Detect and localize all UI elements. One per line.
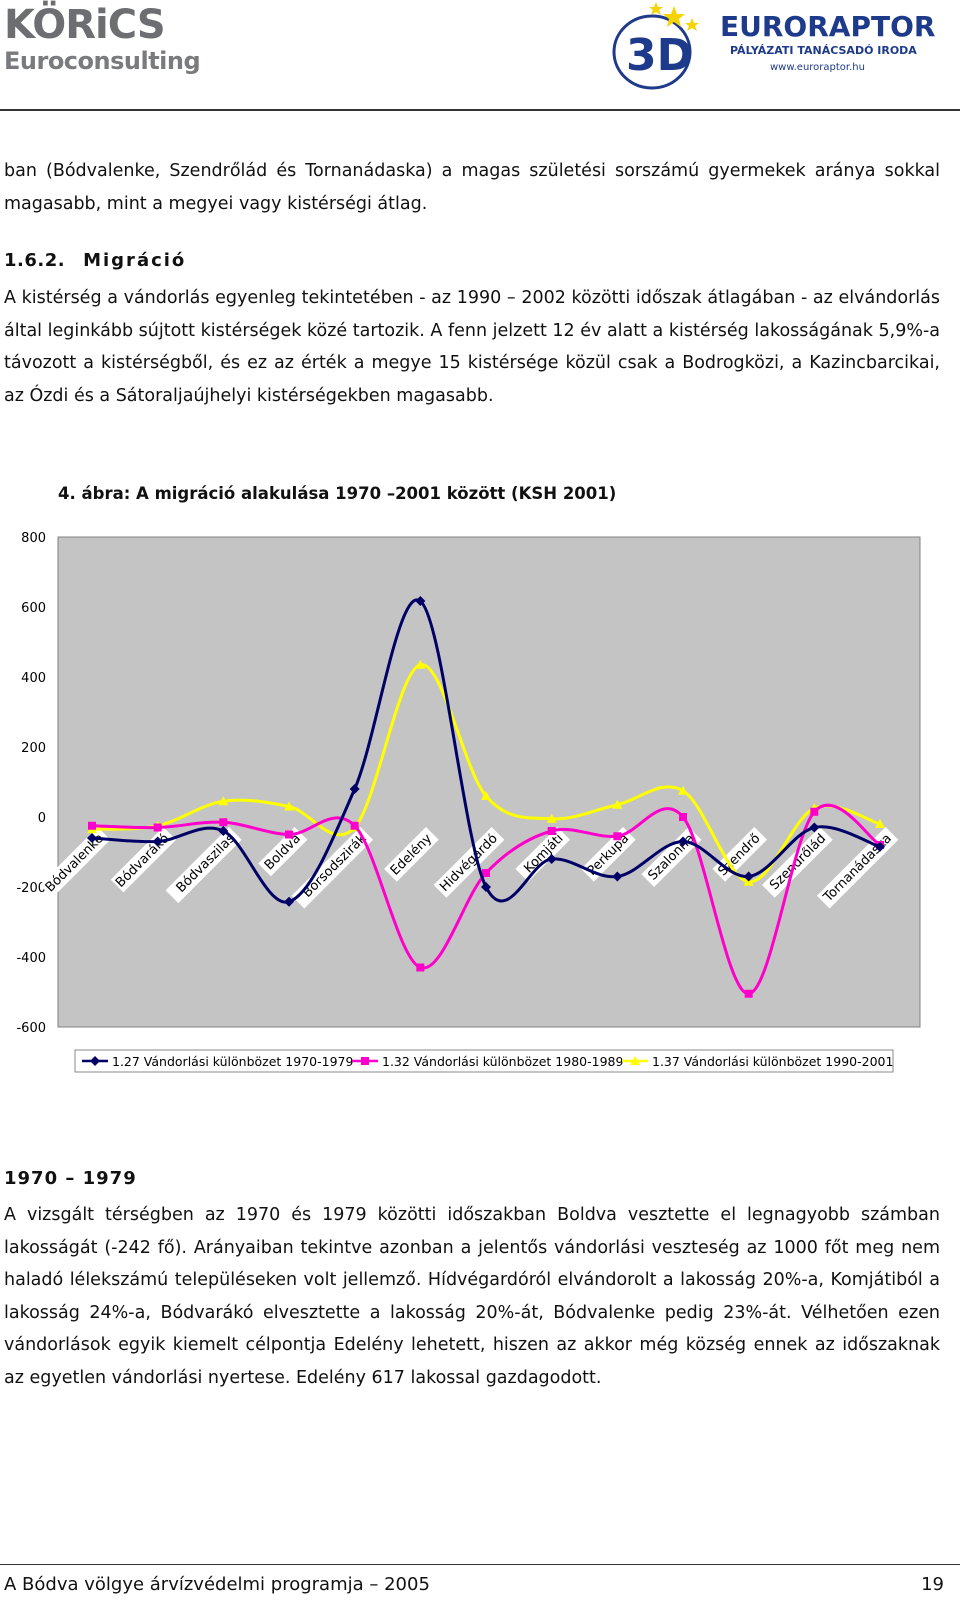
euroraptor-brand: EURORAPTOR [720,10,935,43]
y-tick-label: -400 [16,951,46,966]
data-point [218,826,229,836]
footer-title: A Bódva völgye árvízvédelmi programja – … [4,1574,430,1595]
data-point [88,821,96,830]
data-point [416,963,425,972]
series-line-1 [91,598,881,904]
data-point [809,822,820,833]
data-point [482,869,490,877]
y-tick-label: 600 [21,601,46,616]
data-point [219,818,228,827]
series-line-2 [91,803,881,996]
y-tick-label: 800 [21,531,46,546]
footer-divider [0,1564,960,1565]
data-point [612,799,623,809]
y-tick-label: -200 [16,881,46,896]
data-point [415,659,426,669]
intro-paragraph: ban (Bódvalenke, Szendrőlád és Tornanáda… [4,161,940,214]
y-tick-label: -600 [16,1021,46,1036]
data-point [285,830,293,839]
euroraptor-url: www.euroraptor.hu [770,62,865,73]
euroraptor-tagline: PÁLYÁZATI TANÁCSADÓ IRODA [730,44,917,57]
data-point [152,836,163,847]
legend-label: 1.27 Vándorlási különbözet 1970-1979 [112,1054,353,1069]
data-point [546,813,557,823]
korics-logo: KÖRiCS Euroconsulting [4,2,201,90]
data-point [350,821,359,830]
korics-subtitle: Euroconsulting [4,47,201,75]
data-point [481,882,491,892]
section-title: Migráció [83,250,187,271]
section-number: 1.6.2. [4,250,66,271]
data-point [547,827,556,835]
data-point [153,823,162,832]
data-point [284,801,294,811]
data-point [87,833,97,843]
data-point [678,836,688,847]
data-point [612,871,623,882]
figure-caption: 4. ábra: A migráció alakulása 1970 –2001… [58,484,617,503]
data-point [678,785,688,795]
section-heading: 1.6.2. Migráció [4,250,186,271]
header-divider [0,109,960,111]
euroraptor-logo: 3D EURORAPTOR PÁLYÁZATI TANÁCSADÓ IRODA … [612,2,935,90]
legend-label: 1.37 Vándorlási különbözet 1990-2001 [652,1054,893,1069]
data-point [875,841,885,852]
korics-brand: KÖRiCS [4,2,166,48]
y-tick-label: 200 [21,741,46,756]
analysis-paragraph: A vizsgált térségben az 1970 és 1979 köz… [4,1205,940,1388]
data-point [481,791,491,800]
plot-area [57,536,921,1028]
subsection-title: 1970 – 1979 [4,1168,137,1189]
legend-box [74,1049,894,1073]
data-point [613,832,622,841]
data-point [743,871,754,882]
migration-paragraph: A kistérség a vándorlás egyenleg tekinte… [4,288,940,406]
data-point [218,796,229,806]
legend-label: 1.32 Vándorlási különbözet 1980-1989 [382,1054,623,1069]
data-point [546,854,557,864]
data-point [744,989,753,998]
y-tick-label: 0 [38,811,46,826]
y-tick-label: 400 [21,671,46,686]
data-point [349,784,360,794]
page-number: 19 [921,1574,944,1595]
data-point [810,807,819,816]
data-point [415,596,426,607]
data-point [284,896,294,907]
data-point [875,819,885,828]
data-point [679,813,687,821]
euroraptor-mark: 3D [626,30,693,81]
